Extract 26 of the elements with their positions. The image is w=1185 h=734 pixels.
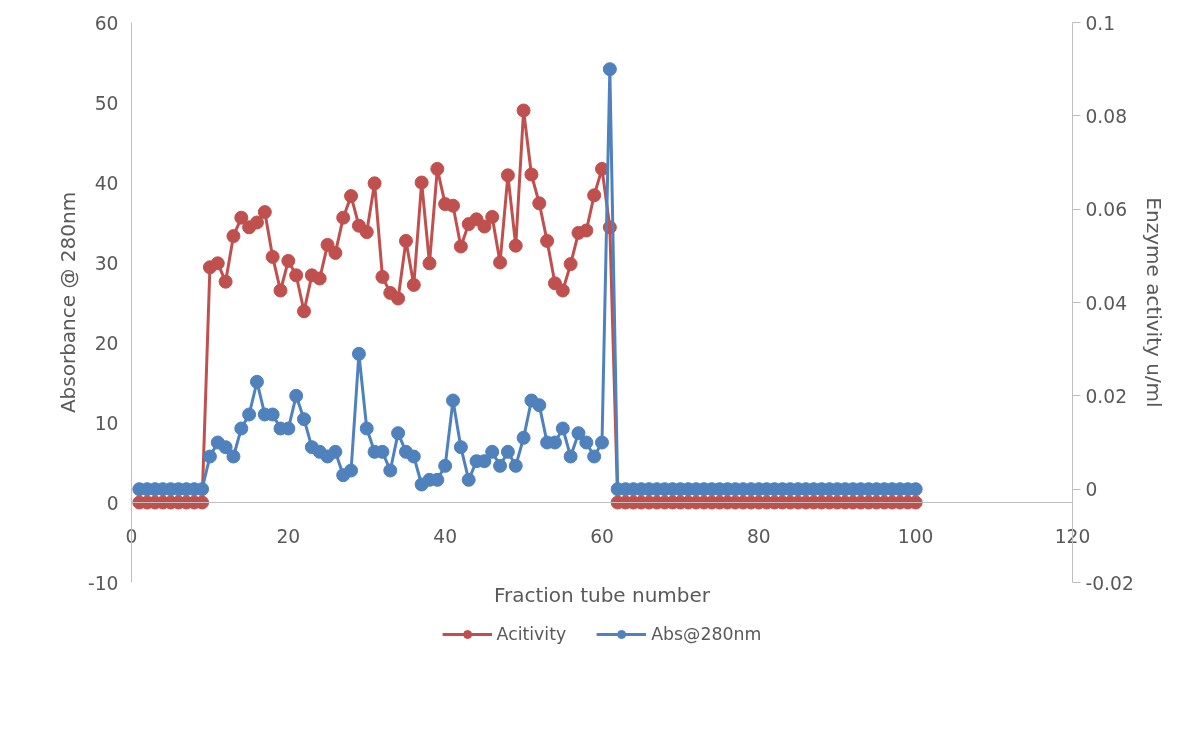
- y-tick-label: -10: [88, 572, 119, 594]
- legend-label: Acitivity: [496, 624, 567, 644]
- y2-tick-label: 0: [1085, 479, 1098, 501]
- y2-tick-label: 0.06: [1085, 199, 1128, 221]
- x-tick-label: 80: [746, 525, 771, 547]
- x-tick-label: 100: [897, 525, 934, 547]
- x-tick-label: 60: [590, 525, 614, 547]
- y-axis-title: Absorbance @ 280nm: [56, 191, 81, 414]
- y-tick-label: 60: [94, 12, 119, 34]
- y-tick-label: 10: [94, 412, 119, 434]
- x-tick-label: 20: [276, 525, 301, 547]
- x-axis-title: Fraction tube number: [493, 582, 711, 607]
- y2-axis-title: Enzyme activity u/ml: [1141, 197, 1166, 408]
- y2-tick-label: 0.02: [1085, 385, 1128, 407]
- y-tick-label: 40: [94, 172, 119, 194]
- x-tick-label: 40: [433, 525, 458, 547]
- y-tick-label: 50: [94, 92, 119, 114]
- y-tick-label: 30: [94, 252, 119, 274]
- y-tick-label: 20: [94, 332, 119, 354]
- y-tick-label: 0: [106, 492, 119, 514]
- y2-tick-label: 0.1: [1085, 12, 1116, 34]
- y2-tick-label: 0.08: [1085, 105, 1128, 127]
- legend-label: Abs@280nm: [651, 624, 762, 644]
- y2-tick-label: -0.02: [1085, 572, 1134, 594]
- y2-tick-label: 0.04: [1085, 292, 1128, 314]
- x-tick-label: 120: [1054, 525, 1091, 547]
